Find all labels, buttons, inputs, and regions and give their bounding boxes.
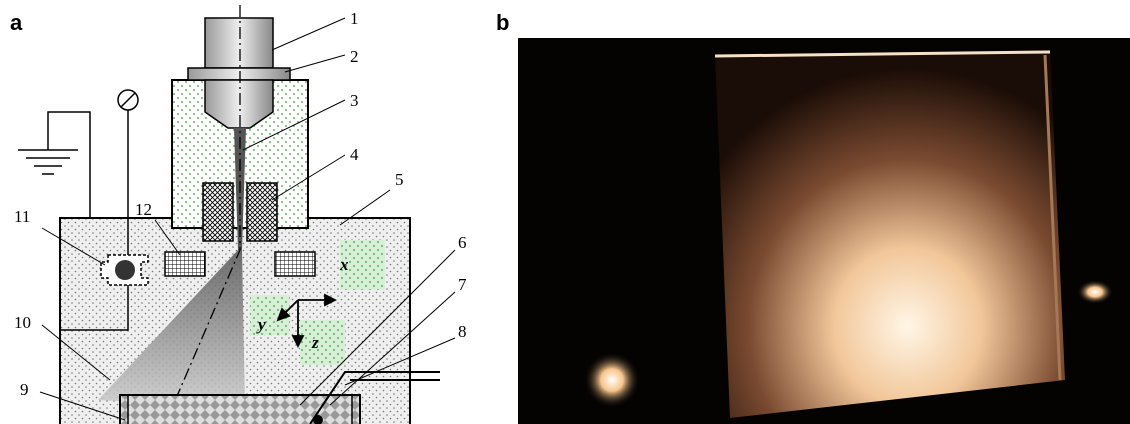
callout: 8 xyxy=(458,322,467,341)
callout: 9 xyxy=(20,380,29,399)
callout: 3 xyxy=(350,91,359,110)
patch xyxy=(300,320,345,365)
flange xyxy=(188,68,290,80)
coil xyxy=(203,183,233,241)
callout: 12 xyxy=(135,200,152,219)
panel-label: a xyxy=(10,10,23,35)
axis-label: x xyxy=(339,255,349,274)
callout: 1 xyxy=(350,9,359,28)
cathode xyxy=(205,18,273,68)
ground xyxy=(18,112,90,218)
callout: 7 xyxy=(458,275,467,294)
panel-a: a x y xyxy=(10,5,467,424)
callout: 10 xyxy=(14,313,31,332)
panel-b: b xyxy=(496,10,1130,424)
probe-core xyxy=(115,260,135,280)
coil xyxy=(247,183,277,241)
light-spot xyxy=(584,352,640,408)
panel-label: b xyxy=(496,10,509,35)
callout: 6 xyxy=(458,233,467,252)
callout: 4 xyxy=(350,145,359,164)
callout: 2 xyxy=(350,47,359,66)
figure: a x y xyxy=(0,0,1130,424)
deflector xyxy=(165,252,205,276)
callout: 11 xyxy=(14,207,30,226)
light-spot xyxy=(1077,280,1113,304)
glowing-panel xyxy=(715,50,1065,418)
crucible xyxy=(120,395,360,424)
axis-label: y xyxy=(256,315,266,334)
callout: 5 xyxy=(395,170,404,189)
axis-label: z xyxy=(311,333,319,352)
deflector xyxy=(275,252,315,276)
